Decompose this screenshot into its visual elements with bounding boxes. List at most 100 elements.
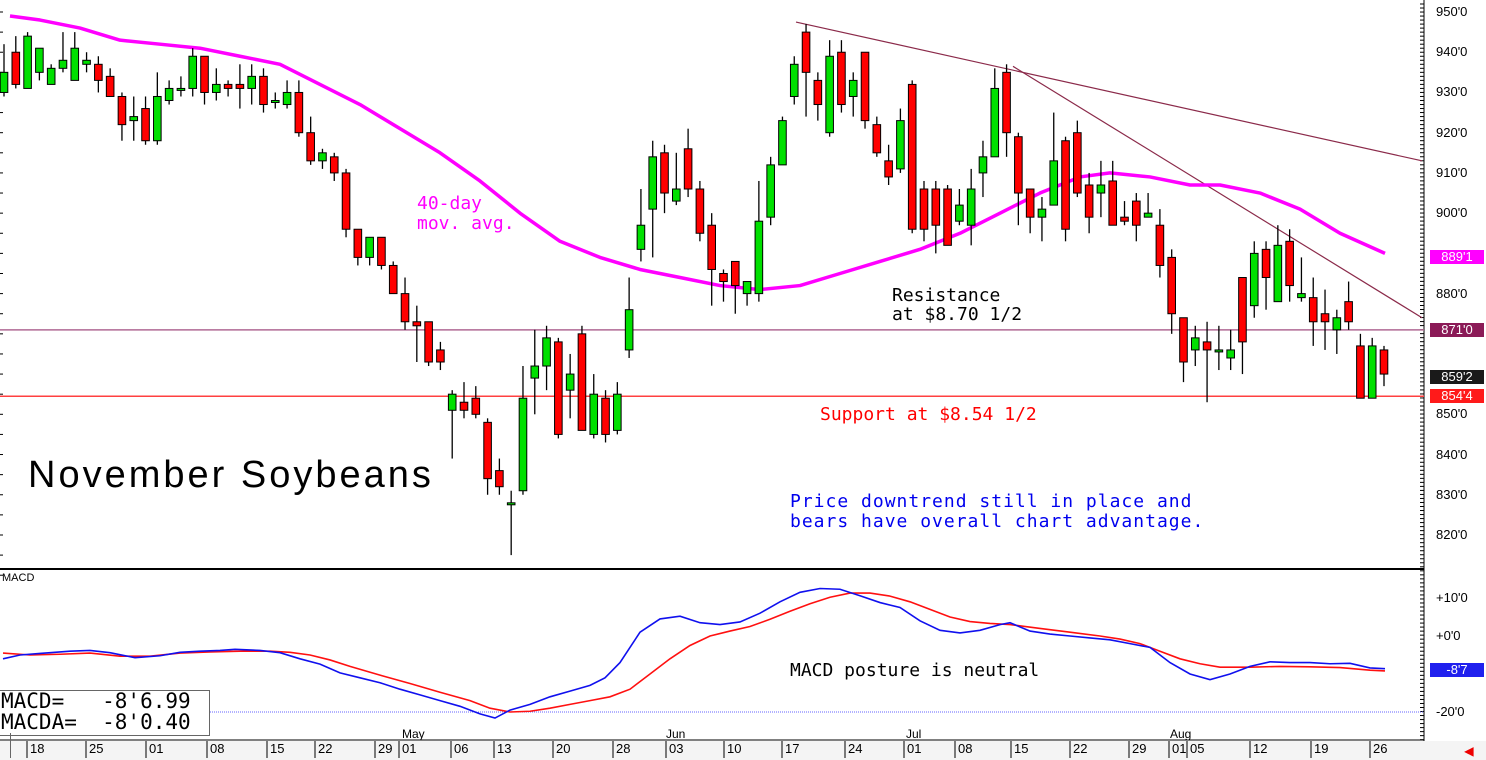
candle-body — [754, 220, 764, 295]
price-tick-label: 840'0 — [1436, 446, 1468, 462]
date-label: 01 — [907, 741, 922, 756]
candle-body — [1297, 293, 1306, 299]
candle-body — [1308, 297, 1318, 323]
date-label: 24 — [848, 741, 863, 756]
date-label: 29 — [378, 741, 393, 756]
candle-body — [695, 188, 705, 234]
corner-box — [0, 733, 11, 758]
candle-body — [1108, 180, 1118, 226]
candle-body — [1120, 216, 1129, 222]
candle-body — [23, 35, 32, 89]
trendline — [1012, 65, 1423, 319]
date-label: 06 — [454, 741, 469, 756]
candle-body — [801, 31, 811, 73]
candle-body — [848, 79, 858, 97]
candle-body — [860, 51, 870, 122]
candle-body — [554, 341, 563, 435]
candle-body — [341, 172, 351, 230]
macd-panel-title: MACD — [2, 572, 35, 584]
candle-body — [188, 55, 198, 89]
candle-body — [660, 152, 669, 194]
month-label: Jun — [666, 727, 686, 741]
price-tick-label: 910'0 — [1436, 164, 1468, 180]
macd-value: MACD= -8'6.99 — [1, 689, 191, 713]
date-label: 10 — [727, 741, 742, 756]
candle-body — [212, 83, 221, 93]
candle-body — [1073, 132, 1082, 194]
candle-body — [1190, 337, 1200, 351]
candle-body — [825, 55, 834, 134]
candle-body — [1261, 248, 1271, 279]
candle-body — [200, 55, 209, 93]
candle-body — [270, 100, 280, 104]
candle-body — [978, 156, 988, 174]
candle-body — [683, 148, 693, 190]
candle-body — [1379, 349, 1389, 375]
candle-body — [318, 152, 327, 162]
candle-body — [1014, 136, 1023, 194]
candle-body — [1367, 345, 1377, 399]
moving-average-line — [9, 14, 1386, 292]
date-label: 22 — [318, 741, 333, 756]
month-label: Aug — [1170, 727, 1192, 741]
macd-tick-label: +10'0 — [1436, 590, 1468, 605]
candle-body — [365, 236, 374, 258]
price-tick-label: 880'0 — [1436, 285, 1468, 301]
macd-tick-label: -20'0 — [1436, 704, 1465, 719]
macd-badge: -8'7 — [1430, 663, 1484, 677]
candle-body — [589, 393, 599, 435]
date-label: 12 — [1253, 741, 1268, 756]
price-tick-label: 900'0 — [1436, 205, 1468, 221]
date-label: 03 — [669, 741, 684, 756]
candle-body — [813, 79, 823, 106]
support-note: Support at $8.54 1/2 — [820, 404, 1037, 425]
date-label: 01 — [1172, 741, 1187, 756]
candle-body — [1202, 341, 1212, 351]
date-label: 22 — [1073, 741, 1088, 756]
candle-body — [1143, 212, 1153, 218]
candle-body — [1249, 252, 1259, 307]
price-badge: 854'4 — [1430, 389, 1484, 404]
scroll-left-arrow-icon[interactable]: ◀ — [1464, 741, 1474, 760]
candle-body — [35, 47, 44, 73]
candle-body — [495, 470, 504, 488]
date-label: 08 — [958, 741, 973, 756]
candle-body — [1049, 160, 1059, 206]
candle-body — [412, 321, 422, 327]
date-label: 15 — [270, 741, 285, 756]
candle-body — [966, 188, 976, 226]
price-badge: 871'0 — [1430, 322, 1484, 337]
candle-body — [129, 116, 139, 122]
date-label: 05 — [1190, 741, 1205, 756]
candle-body — [176, 87, 186, 91]
candle-body — [1356, 345, 1365, 399]
candle-body — [943, 188, 952, 246]
candle-body — [353, 228, 363, 258]
date-label: 25 — [89, 741, 104, 756]
candle-body — [235, 83, 245, 89]
candle-body — [58, 59, 68, 69]
candle-body — [459, 401, 469, 411]
candle-body — [377, 236, 386, 266]
candle-body — [530, 365, 540, 379]
candle-body — [636, 224, 646, 250]
date-label: 28 — [616, 741, 631, 756]
candle-body — [931, 188, 941, 226]
trendline — [795, 21, 1423, 162]
trend-note: Price downtrend still in place and bears … — [790, 491, 1205, 532]
candle-body — [648, 156, 658, 210]
candle-body — [105, 75, 115, 97]
candle-body — [672, 188, 681, 202]
candle-body — [542, 337, 551, 367]
candle-body — [601, 397, 610, 435]
price-tick-label: 830'0 — [1436, 486, 1468, 502]
candle-body — [70, 47, 80, 81]
candle-body — [1037, 208, 1047, 218]
candle-body — [730, 260, 740, 287]
date-label: 17 — [785, 741, 800, 756]
price-tick-label: 950'0 — [1436, 4, 1468, 19]
date-label: 08 — [210, 741, 225, 756]
candle-body — [1179, 317, 1188, 363]
macd-readout: MACD= -8'6.99 MACDA= -8'0.40 — [0, 690, 210, 736]
candle-body — [1214, 349, 1224, 353]
